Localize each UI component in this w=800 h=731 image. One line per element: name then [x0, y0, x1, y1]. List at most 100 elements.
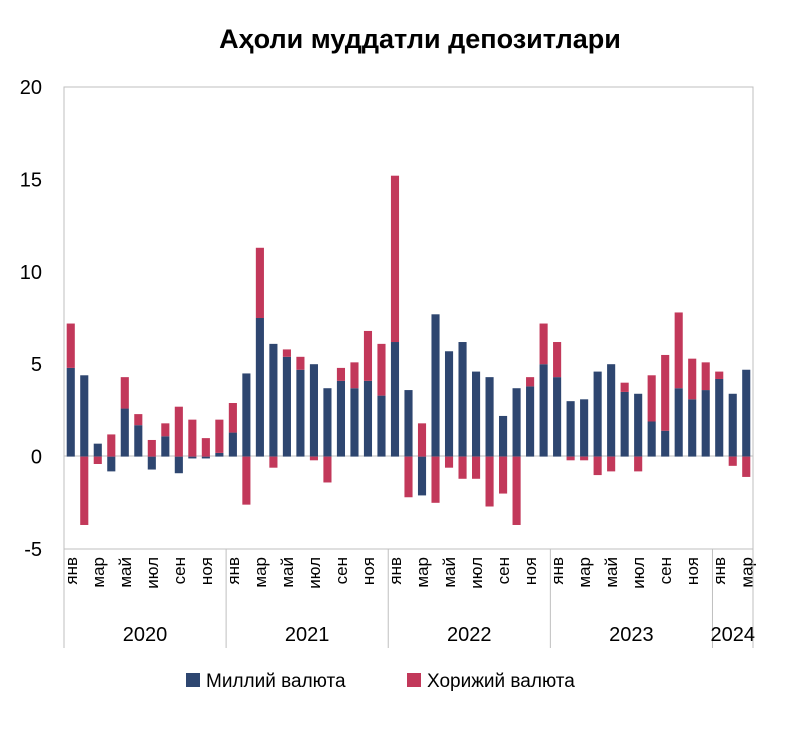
bar-foreign-33 [512, 456, 521, 525]
bar-national-1 [80, 375, 89, 457]
bar-national-26 [417, 456, 427, 496]
bar-national-6 [147, 456, 156, 470]
year-label: 2020 [123, 624, 168, 646]
bar-foreign-15 [269, 456, 278, 468]
bar-national-23 [377, 395, 386, 457]
bar-foreign-39 [593, 456, 602, 476]
plot-area [63, 86, 754, 550]
bar-foreign-18 [309, 456, 318, 461]
bar-foreign-8 [174, 406, 183, 457]
bar-foreign-19 [323, 456, 332, 483]
bar-foreign-46 [688, 358, 697, 400]
bar-national-3 [107, 456, 116, 472]
bar-foreign-29 [458, 456, 467, 479]
bar-foreign-40 [607, 456, 616, 472]
bar-national-42 [634, 393, 643, 457]
x-tick-label: июл [467, 557, 486, 589]
bar-foreign-21 [350, 362, 359, 389]
bar-foreign-13 [242, 456, 251, 505]
bar-foreign-42 [634, 456, 643, 472]
legend-label-national: Миллий валюта [206, 671, 346, 692]
bar-national-5 [134, 425, 143, 457]
bar-foreign-36 [553, 342, 562, 378]
x-axis: янв мар май июл сен ноя янв мар май июл сен ноя янв м… [62, 549, 756, 648]
bar-foreign-49 [728, 456, 737, 466]
bar-foreign-35 [539, 323, 548, 365]
x-tick-label: май [602, 557, 621, 588]
bar-national-32 [499, 415, 508, 457]
bar-national-12 [228, 432, 237, 457]
x-tick-label: мар [575, 557, 594, 588]
chart-title: Аҳоли муддатли депозитлари [219, 24, 621, 54]
year-label: 2024 [710, 624, 755, 646]
bar-national-0 [66, 367, 75, 457]
y-tick-label: 20 [20, 77, 42, 99]
x-tick-label: янв [386, 557, 405, 585]
year-label: 2022 [447, 624, 492, 646]
bar-national-30 [472, 371, 481, 457]
bar-foreign-20 [336, 367, 346, 381]
x-tick-label: сен [656, 557, 675, 584]
bar-national-31 [485, 377, 494, 457]
x-tick-label: июл [629, 557, 648, 589]
bar-national-25 [404, 390, 413, 457]
bar-national-17 [296, 369, 305, 457]
bar-foreign-7 [161, 423, 170, 437]
y-tick-label: 5 [31, 354, 42, 376]
bar-national-28 [444, 351, 454, 457]
bar-foreign-32 [499, 456, 508, 494]
bar-national-13 [242, 373, 251, 457]
bar-foreign-24 [390, 175, 400, 343]
bar-national-40 [607, 364, 616, 457]
bar-national-46 [688, 399, 697, 457]
y-tick-label: 15 [20, 169, 42, 191]
bar-national-33 [512, 388, 521, 457]
bar-national-29 [458, 342, 467, 457]
year-label: 2021 [285, 624, 330, 646]
legend: Миллий валюта Хорижий валюта [186, 671, 575, 692]
bar-foreign-50 [742, 456, 751, 477]
bar-foreign-38 [580, 456, 589, 461]
bar-national-47 [701, 390, 710, 457]
bar-national-15 [269, 343, 278, 457]
x-tick-label: мар [251, 557, 270, 588]
bar-national-50 [742, 369, 751, 457]
x-tick-label: ноя [521, 557, 540, 585]
year-label: 2023 [609, 624, 654, 646]
bar-national-34 [526, 386, 535, 457]
legend-swatch-foreign [407, 673, 421, 687]
bar-national-16 [282, 356, 291, 457]
bar-national-14 [255, 318, 264, 457]
bar-foreign-0 [66, 323, 75, 368]
bar-national-2 [93, 443, 102, 457]
bar-foreign-30 [472, 456, 481, 479]
y-axis-ticks: 20 15 10 5 0 -5 [20, 77, 42, 561]
bar-national-36 [553, 377, 562, 457]
bar-national-35 [539, 364, 548, 457]
x-tick-label: мар [89, 557, 108, 588]
bar-foreign-47 [701, 362, 710, 391]
bar-national-39 [593, 371, 602, 457]
bar-foreign-34 [526, 377, 535, 387]
bar-foreign-1 [80, 456, 89, 525]
y-tick-label: 0 [31, 447, 42, 469]
x-tick-label: май [278, 557, 297, 588]
bar-national-9 [188, 456, 197, 459]
bar-foreign-5 [134, 414, 143, 426]
bar-national-21 [350, 388, 359, 457]
bar-foreign-11 [215, 419, 224, 453]
bar-foreign-25 [404, 456, 413, 498]
bar-national-49 [728, 393, 737, 457]
bar-national-10 [201, 456, 210, 459]
bar-foreign-17 [296, 356, 305, 370]
bar-foreign-31 [485, 456, 494, 507]
bar-foreign-37 [566, 456, 575, 461]
bar-foreign-12 [228, 403, 237, 433]
x-tick-label: мар [413, 557, 432, 588]
bars [66, 175, 751, 525]
bar-foreign-28 [444, 456, 454, 468]
bar-national-22 [363, 380, 373, 457]
bar-foreign-43 [647, 375, 656, 422]
bar-national-4 [120, 408, 129, 457]
bar-national-38 [580, 399, 589, 457]
